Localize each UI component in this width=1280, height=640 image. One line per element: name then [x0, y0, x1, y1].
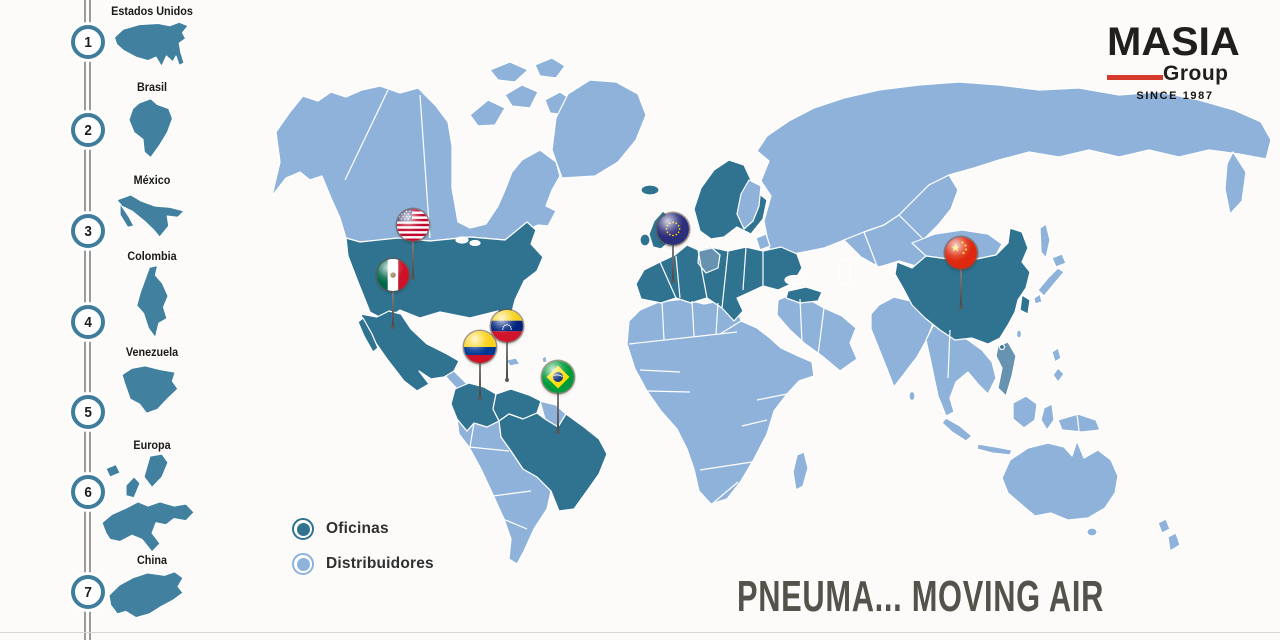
- region-africa: [626, 298, 815, 505]
- sidebar-label-colombia: Colombia: [127, 251, 177, 263]
- region-hainan: [998, 343, 1006, 351]
- region-sumatra: [941, 417, 973, 442]
- region-borneo: [1012, 395, 1038, 429]
- great-lakes-2: [469, 239, 481, 247]
- region-scandinavia: [693, 159, 768, 240]
- step-badge-3: 3: [71, 214, 105, 248]
- sidebar-label-venezuela: Venezuela: [125, 347, 179, 359]
- region-europe-mainland: [635, 244, 803, 322]
- region-sri-lanka: [908, 390, 916, 402]
- region-new-zealand: [1157, 518, 1181, 552]
- mexico-flag-icon: [377, 259, 409, 291]
- region-madagascar: [792, 451, 809, 491]
- step-badge-1: 1: [71, 25, 105, 59]
- region-australia: [1001, 440, 1119, 521]
- brazil-silhouette: [120, 96, 184, 166]
- eu-flag-icon: [657, 213, 689, 245]
- legend-distributors-label: Distribuidores: [326, 555, 434, 572]
- offices-swatch-icon: [292, 518, 314, 540]
- region-sulawesi: [1040, 403, 1055, 431]
- region-ireland: [639, 233, 651, 247]
- region-tasmania: [1086, 527, 1098, 537]
- legend-offices-row: Oficinas: [292, 517, 434, 541]
- country-borders: [344, 89, 1080, 530]
- great-lakes: [455, 236, 469, 244]
- region-kamchatka: [1224, 151, 1247, 215]
- logo-subtitle: Group: [1163, 62, 1229, 85]
- step-badge-7: 7: [71, 575, 105, 609]
- region-japan: [1033, 253, 1067, 305]
- black-sea: [784, 274, 806, 286]
- region-korea: [1019, 294, 1031, 315]
- legend-distributors-row: Distribuidores: [292, 552, 434, 576]
- colombia-silhouette: [124, 264, 182, 344]
- masia-group-logo: MASIA Group SINCE 1987: [1107, 22, 1243, 102]
- map-legend: Oficinas Distribuidores: [292, 517, 434, 587]
- region-mexico: [360, 310, 460, 392]
- sidebar-label-europa: Europa: [133, 440, 171, 452]
- region-central-asia: [843, 174, 959, 268]
- sidebar-label-china: China: [136, 555, 168, 567]
- venezuela-silhouette: [118, 362, 186, 426]
- brazil-flag-icon: [542, 361, 574, 393]
- region-arctic-islands: [469, 57, 573, 127]
- region-indochina: [925, 321, 997, 417]
- region-taiwan: [1015, 329, 1023, 339]
- usa-silhouette: [112, 20, 192, 78]
- region-baltics: [755, 233, 771, 251]
- sidebar-label-mexico: México: [133, 175, 171, 187]
- region-germany: [697, 247, 721, 274]
- bottom-divider: [0, 632, 1280, 633]
- region-finland: [736, 179, 762, 230]
- region-middle-east: [776, 293, 858, 372]
- region-baja-california: [357, 317, 379, 353]
- step-badge-2: 2: [71, 113, 105, 147]
- region-india: [870, 296, 935, 388]
- region-java: [976, 443, 1013, 456]
- colombia-flag-icon: [464, 331, 496, 363]
- sidebar-label-brasil: Brasil: [136, 82, 168, 94]
- region-usa: [345, 221, 544, 325]
- legend-offices-label: Oficinas: [326, 520, 389, 537]
- tagline: PNEUMA... MOVING AIR: [737, 572, 1105, 621]
- region-guyanas: [539, 400, 567, 428]
- step-badge-6: 6: [71, 475, 105, 509]
- china-flag-icon: [945, 237, 977, 269]
- region-vietnam: [995, 341, 1017, 397]
- region-hispaniola: [505, 357, 521, 367]
- usa-flag-icon: [397, 209, 429, 241]
- region-venezuela: [492, 388, 542, 422]
- region-sakhalin: [1039, 223, 1051, 259]
- region-new-guinea: [1057, 413, 1101, 433]
- region-philippines: [1051, 347, 1065, 383]
- region-brazil: [498, 412, 608, 512]
- europe-silhouette: [98, 452, 198, 556]
- step-badge-5: 5: [71, 395, 105, 429]
- region-southern-south-america: [456, 418, 552, 565]
- region-greenland: [551, 79, 647, 179]
- logo-since: SINCE 1987: [1136, 90, 1214, 102]
- region-turkey: [785, 286, 823, 304]
- logo-red-bar: [1107, 75, 1163, 80]
- region-iceland: [640, 184, 660, 196]
- step-badge-4: 4: [71, 305, 105, 339]
- logo-title: MASIA: [1107, 20, 1240, 64]
- china-silhouette: [104, 568, 188, 630]
- sidebar-label-estados-unidos: Estados Unidos: [111, 6, 193, 18]
- distributors-swatch-icon: [292, 553, 314, 575]
- caspian-sea: [838, 258, 852, 286]
- mexico-silhouette: [114, 190, 190, 252]
- region-russia: [756, 81, 1272, 256]
- region-colombia: [450, 382, 500, 432]
- venezuela-flag-icon: [491, 310, 523, 342]
